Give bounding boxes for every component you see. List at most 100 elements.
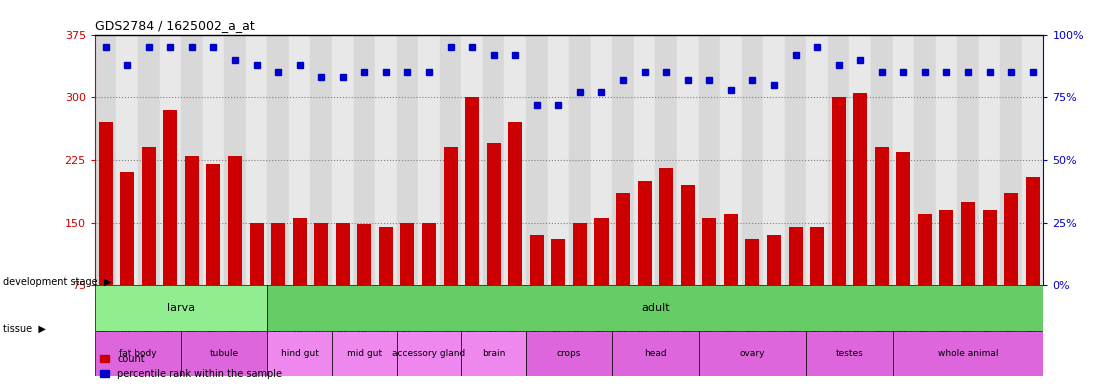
Bar — [289, 35, 310, 285]
Bar — [228, 156, 242, 285]
Bar — [333, 35, 354, 285]
Bar — [982, 210, 997, 285]
Bar — [702, 218, 716, 285]
Bar — [958, 35, 979, 285]
Bar — [268, 331, 333, 376]
Bar — [893, 331, 1043, 376]
Text: head: head — [644, 349, 666, 358]
Bar — [914, 35, 935, 285]
Bar — [613, 331, 699, 376]
Bar — [250, 223, 263, 285]
Bar — [461, 35, 483, 285]
Text: fat body: fat body — [119, 349, 156, 358]
Bar — [875, 147, 888, 285]
Bar — [526, 331, 613, 376]
Bar — [616, 193, 631, 285]
Bar — [336, 223, 349, 285]
Text: ovary: ovary — [740, 349, 766, 358]
Bar — [681, 185, 695, 285]
Bar — [354, 35, 375, 285]
Bar — [483, 35, 504, 285]
Bar — [763, 35, 785, 285]
Bar — [396, 35, 418, 285]
Bar — [810, 227, 824, 285]
Bar — [508, 122, 522, 285]
Bar — [893, 35, 914, 285]
Text: crops: crops — [557, 349, 581, 358]
Bar — [98, 122, 113, 285]
Bar — [806, 35, 828, 285]
Bar — [121, 172, 134, 285]
Bar — [333, 331, 396, 376]
Bar — [138, 35, 160, 285]
Text: testes: testes — [836, 349, 864, 358]
Text: adult: adult — [641, 303, 670, 313]
Bar — [315, 223, 328, 285]
Bar — [268, 35, 289, 285]
Bar — [504, 35, 526, 285]
Bar — [357, 224, 372, 285]
Bar — [831, 97, 846, 285]
Text: development stage  ▶: development stage ▶ — [3, 277, 112, 287]
Bar — [742, 35, 763, 285]
Bar — [116, 35, 138, 285]
Bar — [849, 35, 870, 285]
Bar — [292, 218, 307, 285]
Bar — [896, 152, 911, 285]
Bar — [142, 147, 156, 285]
Bar — [185, 156, 199, 285]
Bar — [789, 227, 802, 285]
Bar — [870, 35, 893, 285]
Bar — [613, 35, 634, 285]
Bar — [246, 35, 268, 285]
Text: mid gut: mid gut — [347, 349, 382, 358]
Bar — [569, 35, 590, 285]
Bar — [95, 285, 268, 331]
Bar — [677, 35, 699, 285]
Bar — [699, 331, 806, 376]
Bar — [224, 35, 246, 285]
Bar — [95, 35, 116, 285]
Bar — [551, 239, 566, 285]
Bar — [595, 218, 608, 285]
Text: larva: larva — [167, 303, 195, 313]
Text: tubule: tubule — [210, 349, 239, 358]
Bar — [422, 223, 436, 285]
Bar — [940, 210, 953, 285]
Bar — [785, 35, 806, 285]
Bar — [95, 331, 181, 376]
Bar — [530, 235, 543, 285]
Bar — [961, 202, 975, 285]
Bar — [487, 143, 501, 285]
Bar — [401, 223, 414, 285]
Bar — [655, 35, 677, 285]
Bar — [806, 331, 893, 376]
Bar — [935, 35, 958, 285]
Bar — [271, 223, 285, 285]
Text: tissue  ▶: tissue ▶ — [3, 323, 46, 333]
Bar — [418, 35, 440, 285]
Bar — [1000, 35, 1022, 285]
Bar — [917, 214, 932, 285]
Bar — [440, 35, 461, 285]
Bar — [465, 97, 479, 285]
Text: accessory gland: accessory gland — [393, 349, 465, 358]
Bar — [203, 35, 224, 285]
Bar — [181, 331, 268, 376]
Bar — [268, 285, 1043, 331]
Text: whole animal: whole animal — [937, 349, 998, 358]
Bar — [1022, 35, 1043, 285]
Bar — [548, 35, 569, 285]
Bar — [1004, 193, 1018, 285]
Bar — [854, 93, 867, 285]
Bar — [1026, 177, 1040, 285]
Bar — [160, 35, 181, 285]
Bar — [745, 239, 759, 285]
Bar — [724, 214, 738, 285]
Bar — [573, 223, 587, 285]
Bar — [379, 227, 393, 285]
Bar — [396, 331, 461, 376]
Bar — [443, 147, 458, 285]
Bar — [828, 35, 849, 285]
Bar — [637, 181, 652, 285]
